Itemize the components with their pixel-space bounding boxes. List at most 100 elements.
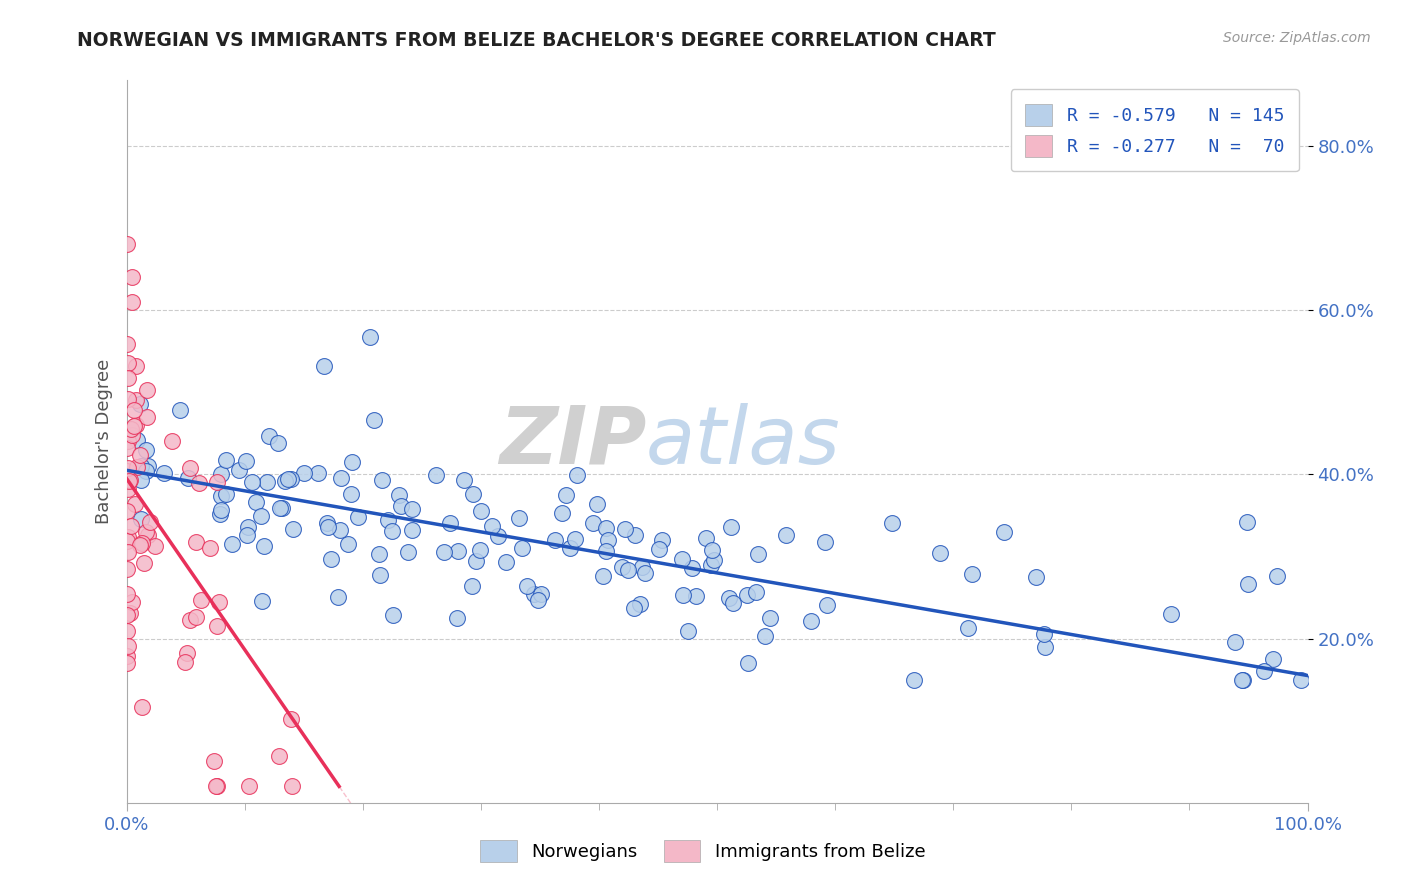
Point (962, 567, 984, 582)
Point (1025, 570, 1047, 584)
Point (160, 434, 183, 449)
Point (555, 487, 578, 501)
Point (271, 500, 294, 515)
Point (336, 537, 359, 551)
Point (928, 546, 950, 560)
Point (735, 588, 758, 602)
Point (316, 516, 339, 530)
Point (205, 619, 228, 633)
Point (209, 489, 232, 503)
Point (381, 524, 404, 539)
Point (292, 466, 315, 480)
Point (120, 422, 142, 436)
Point (139, 516, 162, 530)
Point (371, 473, 394, 487)
Point (209, 503, 232, 517)
Point (131, 536, 153, 550)
Point (236, 519, 259, 533)
Point (628, 597, 651, 611)
Point (481, 518, 503, 533)
Point (120, 518, 142, 533)
Point (460, 579, 482, 593)
Point (122, 402, 145, 417)
Point (134, 556, 156, 570)
Point (121, 595, 143, 609)
Point (121, 295, 143, 310)
Point (700, 543, 723, 558)
Point (186, 535, 208, 549)
Point (377, 513, 399, 527)
Point (329, 470, 352, 484)
Point (115, 533, 138, 548)
Point (269, 500, 291, 515)
Point (695, 531, 717, 545)
Point (465, 554, 488, 568)
Point (129, 397, 152, 411)
Point (1160, 607, 1182, 621)
Point (453, 473, 475, 487)
Point (544, 533, 567, 547)
Point (190, 592, 212, 607)
Point (676, 624, 699, 638)
Point (117, 460, 139, 475)
Point (115, 464, 138, 478)
Point (508, 511, 530, 525)
Point (266, 435, 288, 450)
Point (316, 520, 339, 534)
Point (699, 558, 721, 572)
Point (815, 599, 838, 613)
Point (319, 551, 342, 566)
Point (143, 539, 166, 553)
Point (425, 467, 447, 482)
Point (169, 402, 191, 417)
Point (564, 532, 586, 546)
Legend: Norwegians, Immigrants from Belize: Norwegians, Immigrants from Belize (474, 833, 932, 870)
Point (363, 413, 385, 427)
Point (495, 555, 517, 569)
Point (136, 528, 159, 542)
Point (125, 433, 148, 447)
Point (253, 539, 276, 553)
Point (486, 529, 509, 543)
Point (634, 566, 657, 581)
Point (117, 545, 139, 559)
Point (1223, 635, 1246, 649)
Point (389, 499, 412, 513)
Point (814, 535, 837, 549)
Point (283, 522, 305, 536)
Point (274, 474, 297, 488)
Point (737, 656, 759, 670)
Point (136, 409, 159, 424)
Point (523, 587, 546, 601)
Point (236, 528, 259, 542)
Point (117, 371, 139, 385)
Point (121, 428, 143, 442)
Point (567, 468, 589, 483)
Point (651, 533, 673, 547)
Point (250, 594, 273, 608)
Point (256, 475, 278, 489)
Point (221, 537, 243, 551)
Point (612, 560, 634, 574)
Point (880, 516, 903, 530)
Point (672, 588, 695, 602)
Point (463, 486, 485, 500)
Point (340, 455, 363, 469)
Point (340, 487, 363, 501)
Point (249, 509, 271, 524)
Point (117, 473, 139, 487)
Point (135, 384, 157, 398)
Point (307, 466, 329, 480)
Point (176, 646, 198, 660)
Point (775, 527, 797, 541)
Point (177, 471, 200, 485)
Point (115, 649, 138, 664)
Point (124, 497, 146, 511)
Point (721, 596, 744, 610)
Point (173, 656, 195, 670)
Point (179, 461, 201, 475)
Point (1033, 640, 1056, 654)
Point (759, 611, 782, 625)
Point (117, 356, 139, 370)
Point (125, 392, 148, 407)
